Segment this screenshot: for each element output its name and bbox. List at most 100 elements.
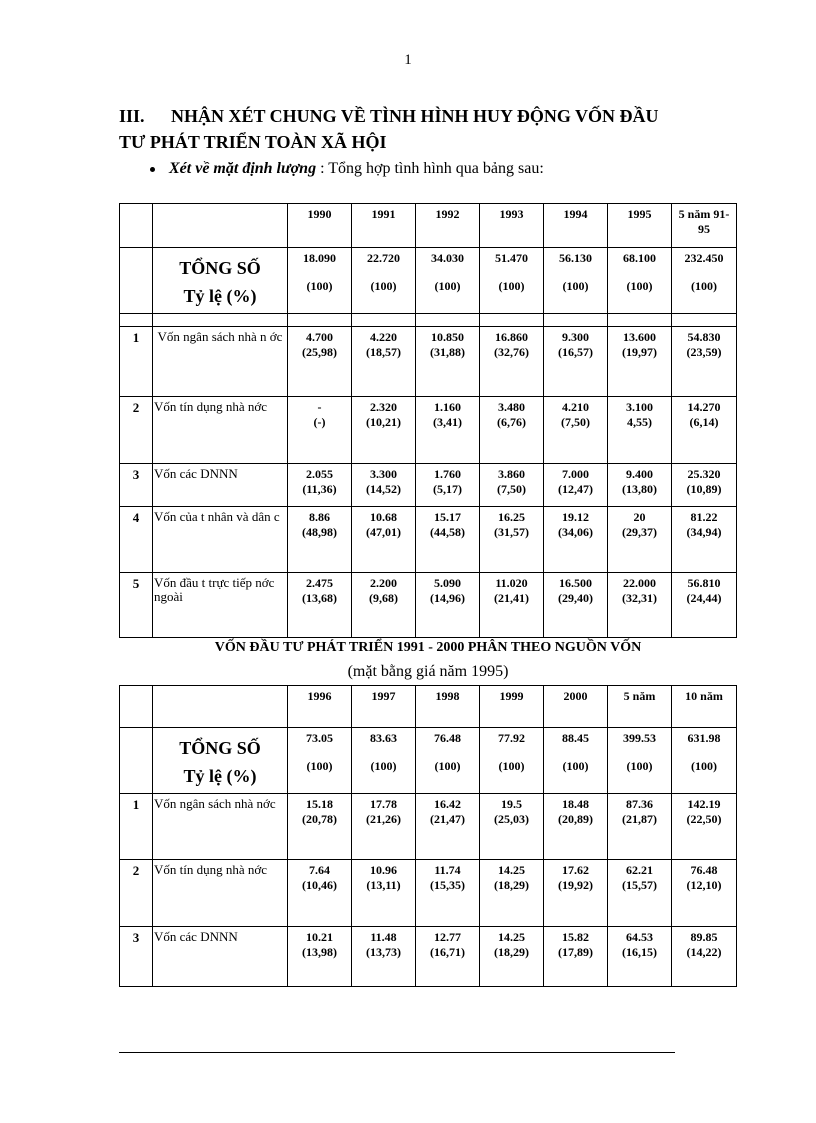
- value-cell: 11.48 (13,73): [351, 926, 416, 987]
- column-header-label: 1992: [435, 207, 460, 221]
- value: 2.055: [306, 467, 333, 481]
- share-percent: (13,80): [622, 482, 657, 496]
- share-percent: (7,50): [497, 482, 526, 496]
- value: 9.400: [626, 467, 653, 481]
- value-cell: 1.160 (3,41): [415, 396, 480, 464]
- total-value-cell: 73.05 (100): [287, 727, 352, 794]
- table-capital-1990-1995: 1990 1991 1992 1993 1994 1995 5 năm 91-95 TỔNG …: [119, 203, 737, 638]
- value-cell: 17.78 (21,26): [351, 793, 416, 860]
- total-value: 83.63: [370, 731, 397, 745]
- table-row: 2 Vốn tín dụng nhà nớc - (-) 2.320 (10,21) 1.1…: [119, 396, 737, 464]
- value-cell: 2.475 (13,68): [287, 572, 352, 638]
- value: 20: [633, 510, 646, 524]
- value: 3.300: [370, 467, 397, 481]
- value: 56.810: [687, 576, 721, 590]
- empty-cell: [287, 313, 352, 327]
- share-percent: (16,15): [622, 945, 657, 959]
- share-percent: (17,89): [558, 945, 593, 959]
- share-percent: (32,31): [622, 591, 657, 605]
- value: 15.18: [306, 797, 333, 811]
- value-cell: 3.100 4,55): [607, 396, 672, 464]
- value-cell: 4.700 (25,98): [287, 326, 352, 397]
- share-percent: (34,06): [558, 525, 593, 539]
- row-label: Vốn các DNNN: [154, 929, 238, 944]
- value: 16.25: [498, 510, 525, 524]
- empty-cell: [119, 313, 153, 327]
- value: 10.850: [431, 330, 464, 344]
- value: 3.100: [626, 400, 653, 414]
- value-cell: 10.21 (13,98): [287, 926, 352, 987]
- row-label-cell: Vốn của t nhân và dân c: [152, 506, 288, 573]
- header-row: 1990 1991 1992 1993 1994 1995 5 năm 91-95: [119, 203, 737, 248]
- column-header-label: 5 năm: [623, 689, 656, 703]
- total-share: (100): [498, 759, 525, 773]
- share-percent: (13,68): [302, 591, 337, 605]
- value: 14.25: [498, 930, 525, 944]
- value-cell: 11.74 (15,35): [415, 859, 480, 927]
- value-cell: 54.830 (23,59): [671, 326, 737, 397]
- row-number-cell: 5: [119, 572, 153, 638]
- table-capital-1996-2000: 1996 1997 1998 1999 2000 5 năm 10 năm TỔNG SỐ Tỷ…: [119, 685, 737, 987]
- total-share: (100): [562, 759, 589, 773]
- value-cell: 89.85 (14,22): [671, 926, 737, 987]
- value: 17.62: [562, 863, 589, 877]
- share-percent: (9,68): [369, 591, 398, 605]
- row-number-cell: 3: [119, 926, 153, 987]
- share-percent: (12,10): [686, 878, 722, 892]
- share-percent: (24,44): [686, 591, 722, 605]
- value: 13.600: [623, 330, 656, 344]
- value-cell: 19.5 (25,03): [479, 793, 544, 860]
- value-cell: 9.400 (13,80): [607, 463, 672, 507]
- column-header: 1993: [479, 203, 544, 248]
- share-percent: (10,89): [686, 482, 722, 496]
- share-percent: (31,88): [430, 345, 465, 359]
- table-row: 2 Vốn tín dụng nhà nớc 7.64 (10,46) 10.96 (13…: [119, 859, 737, 927]
- total-row: TỔNG SỐ Tỷ lệ (%) 18.090 (100) 22.720 (100) 34…: [119, 247, 737, 314]
- value: 19.5: [501, 797, 522, 811]
- total-value: 68.100: [623, 251, 656, 265]
- footer-rule: [119, 1052, 675, 1053]
- column-header: 1994: [543, 203, 608, 248]
- share-percent: (32,76): [494, 345, 529, 359]
- total-value-cell: 76.48 (100): [415, 727, 480, 794]
- value: 5.090: [434, 576, 461, 590]
- share-percent: (3,41): [433, 415, 462, 429]
- column-header: 1995: [607, 203, 672, 248]
- share-percent: (13,98): [302, 945, 337, 959]
- value: 2.475: [306, 576, 333, 590]
- value-cell: 2.200 (9,68): [351, 572, 416, 638]
- share-percent: (6,14): [689, 415, 719, 429]
- value: 11.48: [370, 930, 397, 944]
- total-label: TỔNG SỐ: [179, 258, 261, 278]
- column-header-label: 1993: [499, 207, 524, 221]
- bullet-item: Xét về mặt định lượng : Tổng hợp tình hì…: [150, 160, 544, 178]
- value: 16.42: [434, 797, 461, 811]
- total-label-cell: TỔNG SỐ Tỷ lệ (%): [152, 727, 288, 794]
- row-label: Vốn các DNNN: [154, 466, 238, 481]
- total-share: (100): [626, 279, 653, 293]
- total-value-cell: 83.63 (100): [351, 727, 416, 794]
- value: -: [317, 400, 322, 414]
- value-cell: 18.48 (20,89): [543, 793, 608, 860]
- value: 4.210: [562, 400, 589, 414]
- column-header: 1998: [415, 685, 480, 728]
- value-cell: 20 (29,37): [607, 506, 672, 573]
- share-percent: (18,57): [366, 345, 401, 359]
- value-cell: 13.600 (19,97): [607, 326, 672, 397]
- share-percent: (7,50): [561, 415, 590, 429]
- empty-cell: [479, 313, 544, 327]
- value: 14.270: [687, 400, 721, 414]
- column-header-label: 1994: [563, 207, 588, 221]
- page-number: 1: [404, 52, 412, 68]
- value-cell: 2.320 (10,21): [351, 396, 416, 464]
- total-value: 22.720: [367, 251, 400, 265]
- share-percent: (10,46): [302, 878, 337, 892]
- column-header: 5 năm 91-95: [671, 203, 737, 248]
- value-cell: 76.48 (12,10): [671, 859, 737, 927]
- column-header: 1997: [351, 685, 416, 728]
- value-cell: 16.500 (29,40): [543, 572, 608, 638]
- value-cell: 8.86 (48,98): [287, 506, 352, 573]
- row-number-cell: 2: [119, 396, 153, 464]
- total-value-cell: 631.98 (100): [671, 727, 737, 794]
- value: 2.320: [370, 400, 397, 414]
